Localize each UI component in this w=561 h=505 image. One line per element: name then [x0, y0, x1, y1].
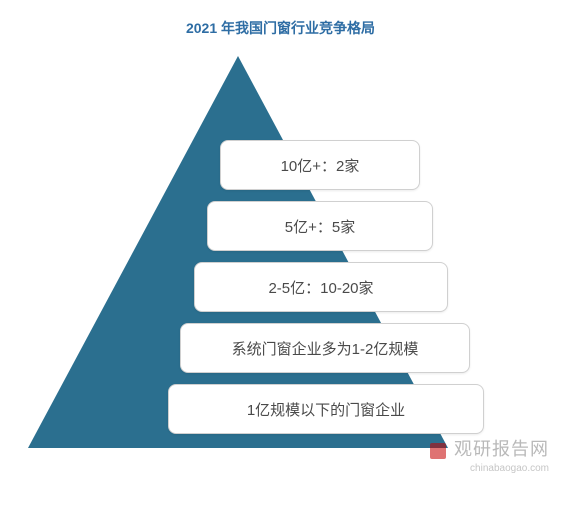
tier-5: 1亿规模以下的门窗企业: [168, 384, 484, 434]
tier-3: 2-5亿：10-20家: [194, 262, 448, 312]
tier-4: 系统门窗企业多为1-2亿规模: [180, 323, 470, 373]
watermark: 观研报告网 chinabaogao.com: [430, 438, 549, 475]
chart-title: 2021 年我国门窗行业竞争格局: [0, 0, 561, 38]
tier-list: 10亿+：2家 5亿+：5家 2-5亿：10-20家 系统门窗企业多为1-2亿规…: [198, 140, 518, 445]
tier-2: 5亿+：5家: [207, 201, 433, 251]
watermark-en: chinabaogao.com: [430, 462, 549, 475]
tier-1: 10亿+：2家: [220, 140, 420, 190]
watermark-cn: 观研报告网: [454, 439, 549, 459]
pyramid-diagram: 10亿+：2家 5亿+：5家 2-5亿：10-20家 系统门窗企业多为1-2亿规…: [28, 56, 538, 456]
watermark-logo-icon: [430, 443, 446, 459]
